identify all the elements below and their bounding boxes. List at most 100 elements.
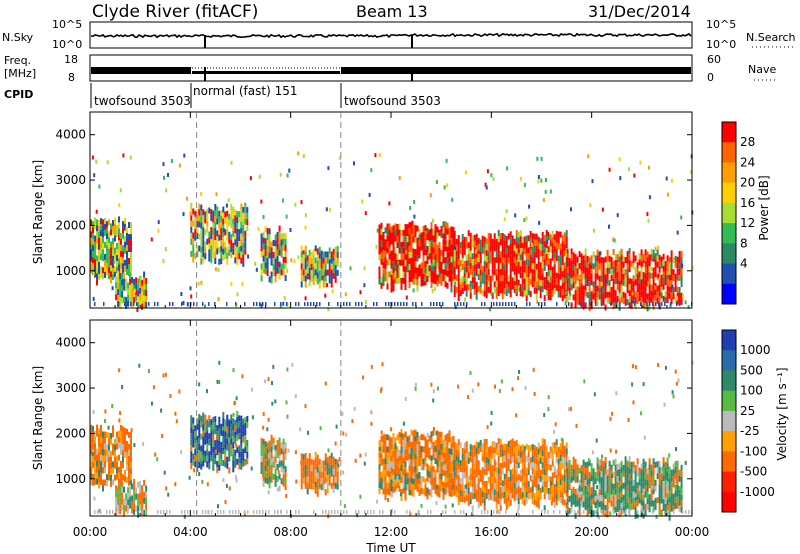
data-cell xyxy=(568,282,571,288)
data-cell xyxy=(658,461,661,467)
data-cell xyxy=(664,509,667,516)
data-cell xyxy=(604,286,607,293)
data-cell xyxy=(388,471,391,478)
data-cell xyxy=(406,436,409,443)
scatter-cell xyxy=(198,472,201,476)
ground-cell xyxy=(187,510,189,514)
data-cell xyxy=(485,250,488,257)
data-cell xyxy=(455,443,458,450)
scatter-cell xyxy=(588,458,590,463)
data-cell xyxy=(198,215,201,222)
scatter-cell xyxy=(657,363,660,367)
scatter-cell xyxy=(152,385,155,390)
data-cell xyxy=(324,459,327,466)
data-cell xyxy=(632,287,635,294)
data-cell xyxy=(602,509,605,515)
data-cell xyxy=(477,478,480,485)
data-cell xyxy=(398,461,401,468)
data-cell xyxy=(137,296,140,303)
data-cell xyxy=(652,303,655,310)
data-cell xyxy=(264,238,267,245)
ground-cell xyxy=(256,510,258,514)
data-cell xyxy=(662,493,665,500)
scatter-cell xyxy=(364,211,367,216)
data-cell xyxy=(680,274,683,281)
data-cell xyxy=(94,442,96,449)
data-cell xyxy=(455,467,458,474)
scatter-cell xyxy=(218,380,221,384)
scatter-cell xyxy=(331,289,334,294)
data-cell xyxy=(680,250,683,257)
data-cell xyxy=(511,247,514,254)
data-cell xyxy=(238,247,241,254)
data-cell xyxy=(519,272,522,279)
data-cell xyxy=(531,498,534,505)
data-cell xyxy=(479,499,482,506)
data-cell xyxy=(549,258,552,265)
data-cell xyxy=(497,242,500,248)
data-cell xyxy=(402,439,405,446)
data-cell xyxy=(318,252,321,259)
scatter-cell xyxy=(687,304,690,309)
data-cell xyxy=(278,267,281,274)
data-cell xyxy=(543,253,546,260)
colorbar-swatch xyxy=(722,142,736,163)
data-cell xyxy=(110,253,112,260)
data-cell xyxy=(465,266,468,273)
ground-cell xyxy=(358,510,360,514)
data-cell xyxy=(404,479,407,486)
data-cell xyxy=(426,475,429,482)
data-cell xyxy=(232,248,235,255)
data-cell xyxy=(634,495,637,501)
data-cell xyxy=(120,268,122,275)
data-cell xyxy=(477,466,480,473)
ground-cell xyxy=(391,302,393,306)
data-cell xyxy=(260,263,263,270)
data-cell xyxy=(442,439,445,446)
ground-cell xyxy=(544,510,546,514)
data-cell xyxy=(537,442,540,449)
data-cell xyxy=(559,243,562,250)
data-cell xyxy=(212,464,215,471)
data-cell xyxy=(616,476,619,482)
data-cell xyxy=(658,278,661,285)
data-cell xyxy=(96,267,98,274)
data-cell xyxy=(224,449,227,456)
data-cell xyxy=(326,269,329,276)
data-cell xyxy=(644,491,647,498)
scatter-cell xyxy=(304,225,307,230)
data-cell xyxy=(525,247,528,254)
data-cell xyxy=(104,437,106,444)
data-cell xyxy=(384,476,387,483)
data-cell xyxy=(487,268,490,275)
data-cell xyxy=(459,290,462,297)
ground-cell xyxy=(472,510,474,514)
scatter-cell xyxy=(241,374,244,379)
data-cell xyxy=(92,263,94,270)
data-cell xyxy=(640,267,643,274)
colorbar-swatch xyxy=(722,451,736,473)
data-cell xyxy=(266,472,269,479)
data-cell xyxy=(394,247,397,254)
data-cell xyxy=(96,243,98,250)
data-cell xyxy=(92,227,94,234)
data-cell xyxy=(266,228,269,234)
data-cell xyxy=(230,210,233,217)
data-cell xyxy=(547,476,550,482)
data-cell xyxy=(334,482,337,489)
data-cell xyxy=(505,266,508,272)
data-cell xyxy=(596,291,599,298)
data-cell xyxy=(563,274,566,281)
data-cell xyxy=(668,274,671,281)
scatter-cell xyxy=(376,499,379,504)
ground-cell xyxy=(514,302,516,306)
data-cell xyxy=(628,480,631,487)
data-cell xyxy=(386,446,389,453)
data-cell xyxy=(404,278,407,285)
data-cell xyxy=(553,466,556,472)
data-cell xyxy=(230,414,233,421)
colorbar-swatch xyxy=(722,182,736,204)
data-cell xyxy=(606,493,609,500)
data-cell xyxy=(610,274,613,281)
data-cell xyxy=(473,492,476,499)
